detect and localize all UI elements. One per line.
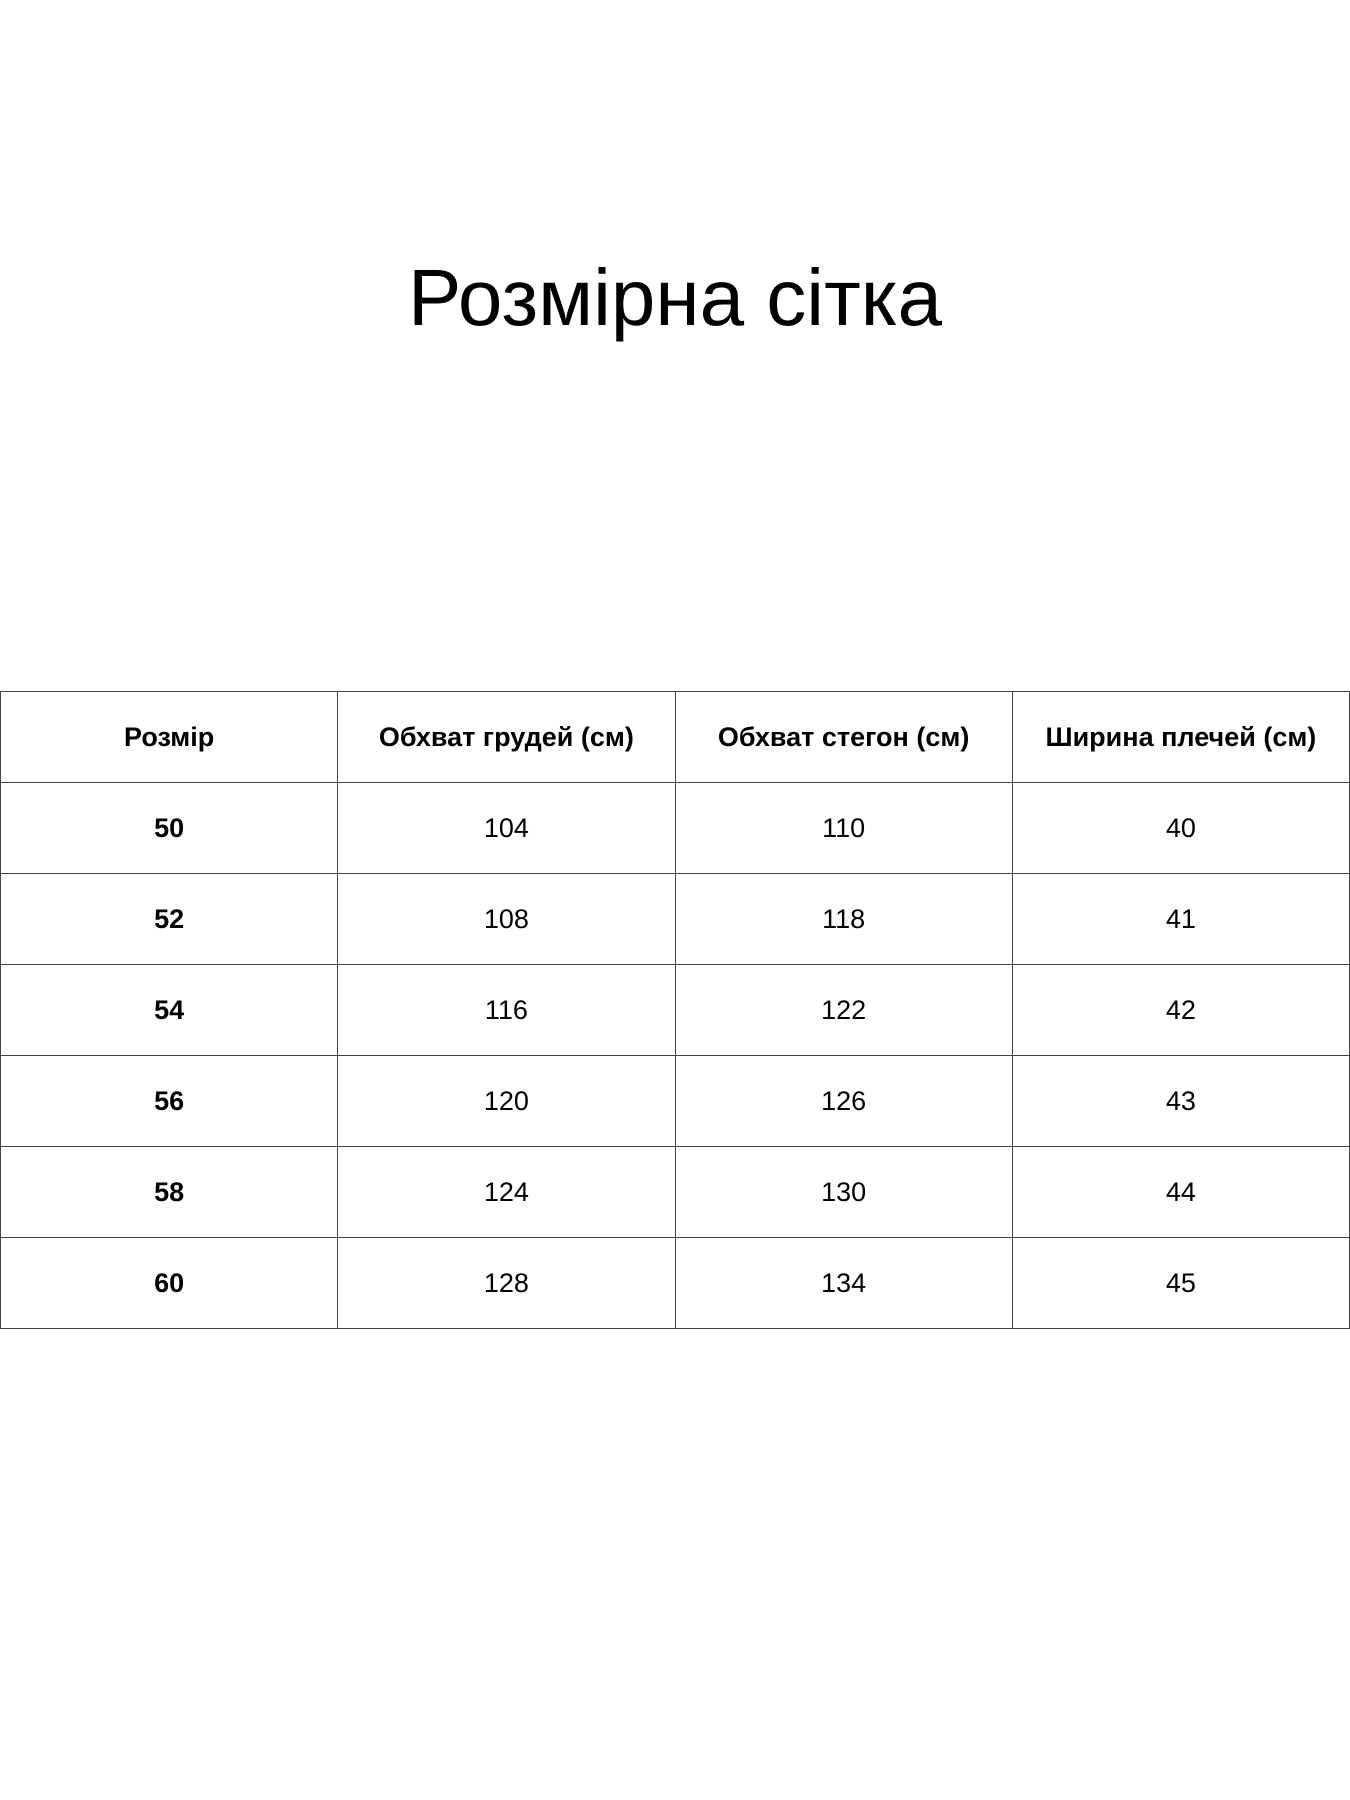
table-row: 58 124 130 44: [0, 1146, 1350, 1238]
cell-chest: 124: [337, 1146, 676, 1238]
cell-size: 50: [0, 782, 339, 874]
cell-chest: 108: [337, 873, 676, 965]
cell-chest: 120: [337, 1055, 676, 1147]
cell-hips: 126: [674, 1055, 1013, 1147]
cell-size: 52: [0, 873, 339, 965]
size-chart-table: Розмір Обхват грудей (см) Обхват стегон …: [0, 691, 1350, 1329]
header-hips: Обхват стегон (см): [674, 691, 1013, 783]
cell-chest: 116: [337, 964, 676, 1056]
cell-hips: 130: [674, 1146, 1013, 1238]
table-row: 54 116 122 42: [0, 964, 1350, 1056]
cell-size: 58: [0, 1146, 339, 1238]
cell-shoulders: 44: [1011, 1146, 1350, 1238]
cell-shoulders: 40: [1011, 782, 1350, 874]
cell-shoulders: 45: [1011, 1237, 1350, 1329]
header-shoulders: Ширина плечей (см): [1011, 691, 1350, 783]
page-title: Розмірна сітка: [408, 253, 942, 342]
cell-shoulders: 42: [1011, 964, 1350, 1056]
header-size: Розмір: [0, 691, 339, 783]
cell-size: 56: [0, 1055, 339, 1147]
table-row: 60 128 134 45: [0, 1237, 1350, 1329]
cell-hips: 134: [674, 1237, 1013, 1329]
header-chest: Обхват грудей (см): [337, 691, 676, 783]
table-row: 56 120 126 43: [0, 1055, 1350, 1147]
cell-hips: 110: [674, 782, 1013, 874]
cell-size: 54: [0, 964, 339, 1056]
cell-shoulders: 43: [1011, 1055, 1350, 1147]
cell-size: 60: [0, 1237, 339, 1329]
table-header-row: Розмір Обхват грудей (см) Обхват стегон …: [0, 691, 1350, 783]
cell-shoulders: 41: [1011, 873, 1350, 965]
table-row: 50 104 110 40: [0, 782, 1350, 874]
table-row: 52 108 118 41: [0, 873, 1350, 965]
cell-chest: 104: [337, 782, 676, 874]
cell-hips: 118: [674, 873, 1013, 965]
cell-chest: 128: [337, 1237, 676, 1329]
cell-hips: 122: [674, 964, 1013, 1056]
